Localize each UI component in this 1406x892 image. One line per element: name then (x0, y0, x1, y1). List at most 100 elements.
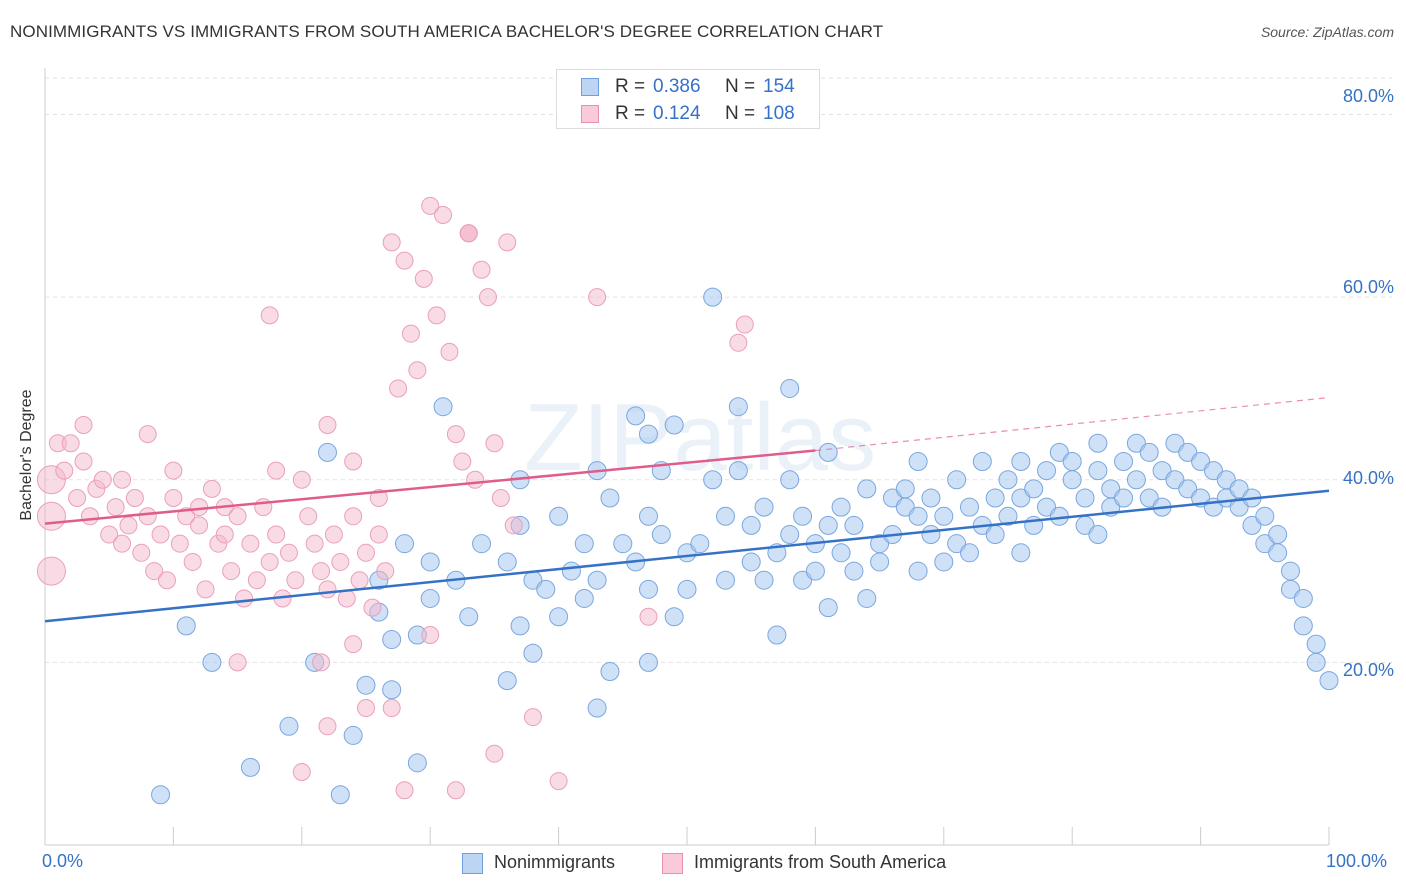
y-tick-label: 40.0% (1342, 468, 1394, 488)
nonimmigrant-point (934, 552, 954, 572)
immigrant-point (389, 379, 408, 398)
legend-n-label: N = (725, 76, 756, 97)
immigrant-point (74, 452, 93, 471)
nonimmigrant-point (831, 497, 851, 517)
y-tick-label: 80.0% (1342, 86, 1394, 106)
axes (44, 68, 1330, 846)
immigrant-point (318, 717, 337, 736)
immigrant-point (523, 708, 542, 727)
trend-lines (44, 396, 1330, 623)
nonimmigrant-point (1165, 433, 1185, 453)
immigrant-point (80, 507, 99, 526)
nonimmigrant-point (549, 506, 569, 526)
nonimmigrant-point (1255, 534, 1275, 554)
nonimmigrant-point (690, 534, 710, 554)
immigrant-point (485, 744, 504, 763)
nonimmigrant-point (844, 561, 864, 581)
immigrant-point (440, 342, 459, 361)
nonimmigrant-point (1306, 652, 1326, 672)
legend-swatch-pink (581, 105, 599, 123)
nonimmigrant-point (1268, 543, 1288, 563)
immigrant-point (190, 498, 209, 517)
nonimmigrant-point (908, 506, 928, 526)
nonimmigrant-point (664, 607, 684, 627)
immigrant-point (106, 498, 125, 517)
nonimmigrant-point (857, 588, 877, 608)
nonimmigrant-point (600, 488, 620, 508)
nonimmigrant-point (1037, 461, 1057, 481)
immigrant-point (446, 781, 465, 800)
nonimmigrant-point (857, 479, 877, 499)
nonimmigrant-point (908, 452, 928, 471)
immigrant-point (491, 489, 510, 508)
nonimmigrant-point (664, 415, 684, 435)
immigrant-point (408, 361, 427, 380)
immigrant-point (382, 699, 401, 718)
nonimmigrant-point (947, 534, 967, 554)
y-tick-label: 60.0% (1342, 277, 1394, 297)
immigrant-point (466, 470, 485, 489)
nonimmigrant-point (728, 397, 748, 417)
immigrant-point (247, 571, 266, 590)
nonimmigrant-point (1037, 497, 1057, 517)
immigrant-point (427, 306, 446, 325)
nonimmigrant-point (793, 506, 813, 526)
immigrant-point (324, 525, 343, 544)
immigrant-point (100, 525, 119, 544)
nonimmigrant-point (716, 570, 736, 590)
nonimmigrant-point (1062, 470, 1082, 490)
immigrant-point (132, 543, 151, 562)
legend-n-label: N = (725, 103, 756, 124)
nonimmigrant-point (818, 598, 838, 618)
nonimmigrant-point (472, 534, 492, 554)
immigrant-point (421, 196, 440, 215)
x-tick-label-max: 100.0% (1326, 851, 1388, 871)
nonimmigrant-point (420, 588, 440, 608)
nonimmigrant-point (1024, 479, 1044, 499)
nonimmigrant-point (677, 579, 697, 599)
immigrant-point (485, 434, 504, 453)
nonimmigrant-point (972, 452, 992, 471)
nonimmigrant-point (587, 698, 607, 718)
nonimmigrant-point (921, 488, 941, 508)
correlation-legend: R = 0.386 N = 154 R = 0.124 N = 108 (556, 69, 820, 129)
chart-title: NONIMMIGRANTS VS IMMIGRANTS FROM SOUTH A… (10, 22, 884, 41)
nonimmigrant-point (330, 785, 350, 805)
nonimmigrants-trend-line (44, 489, 1330, 623)
nonimmigrant-point (1203, 461, 1223, 481)
immigrant-point (318, 580, 337, 599)
nonimmigrant-point (1191, 452, 1211, 471)
nonimmigrant-point (754, 497, 774, 517)
nonimmigrant-point (703, 470, 723, 490)
nonimmigrant-point (985, 488, 1005, 508)
immigrant-point (190, 516, 209, 535)
nonimmigrant-point (600, 662, 620, 682)
nonimmigrant-point (1088, 461, 1108, 481)
immigrant-point (331, 552, 350, 571)
immigrant-point (113, 534, 132, 553)
nonimmigrant-point (202, 652, 222, 672)
nonimmigrant-point (587, 570, 607, 590)
nonimmigrant-point (1255, 506, 1275, 526)
watermark-text: ZIPatlas (524, 384, 876, 491)
nonimmigrant-point (279, 716, 299, 736)
nonimmigrant-point (420, 552, 440, 572)
nonimmigrant-point (382, 630, 402, 650)
bottom-legend-swatch-blue (462, 853, 483, 874)
nonimmigrant-point (1293, 616, 1313, 636)
immigrant-point (312, 562, 331, 581)
nonimmigrant-point (934, 506, 954, 526)
immigrant-point (202, 479, 221, 498)
nonimmigrant-point (805, 561, 825, 581)
nonimmigrant-point (1242, 515, 1262, 535)
immigrant-point (318, 415, 337, 434)
nonimmigrant-point (1229, 497, 1249, 517)
nonimmigrant-point (613, 534, 633, 554)
nonimmigrant-point (536, 579, 556, 599)
immigrant-point (504, 516, 523, 535)
nonimmigrant-point (716, 506, 736, 526)
immigrant-point (588, 288, 607, 307)
immigrant-point (446, 425, 465, 444)
immigrant-point (472, 260, 491, 279)
